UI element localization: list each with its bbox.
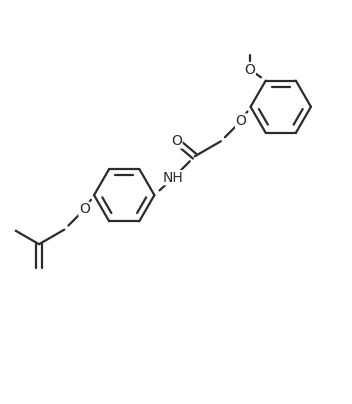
Text: NH: NH	[163, 170, 184, 185]
Text: O: O	[171, 134, 182, 148]
Text: O: O	[244, 63, 255, 76]
Text: O: O	[235, 114, 246, 128]
Text: O: O	[79, 202, 90, 217]
